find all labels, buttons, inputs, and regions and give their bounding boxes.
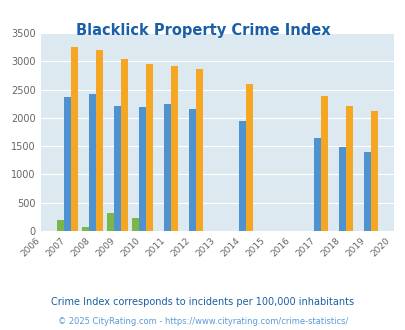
Bar xyxy=(338,147,345,231)
Bar xyxy=(345,106,352,231)
Bar xyxy=(145,64,152,231)
Bar xyxy=(57,220,64,231)
Bar xyxy=(163,104,170,231)
Bar xyxy=(245,84,252,231)
Bar xyxy=(139,107,145,231)
Bar xyxy=(70,47,77,231)
Bar xyxy=(131,218,139,231)
Bar xyxy=(320,96,327,231)
Bar xyxy=(188,109,195,231)
Bar xyxy=(113,106,120,231)
Bar xyxy=(96,50,102,231)
Bar xyxy=(170,66,177,231)
Bar xyxy=(120,59,127,231)
Bar xyxy=(88,93,96,231)
Bar xyxy=(81,227,88,231)
Text: © 2025 CityRating.com - https://www.cityrating.com/crime-statistics/: © 2025 CityRating.com - https://www.city… xyxy=(58,317,347,326)
Bar xyxy=(370,111,377,231)
Bar xyxy=(64,97,70,231)
Text: Blacklick Property Crime Index: Blacklick Property Crime Index xyxy=(75,23,330,38)
Bar xyxy=(313,138,320,231)
Text: Crime Index corresponds to incidents per 100,000 inhabitants: Crime Index corresponds to incidents per… xyxy=(51,297,354,307)
Bar xyxy=(363,152,370,231)
Bar xyxy=(107,214,113,231)
Bar xyxy=(195,69,202,231)
Bar xyxy=(238,121,245,231)
